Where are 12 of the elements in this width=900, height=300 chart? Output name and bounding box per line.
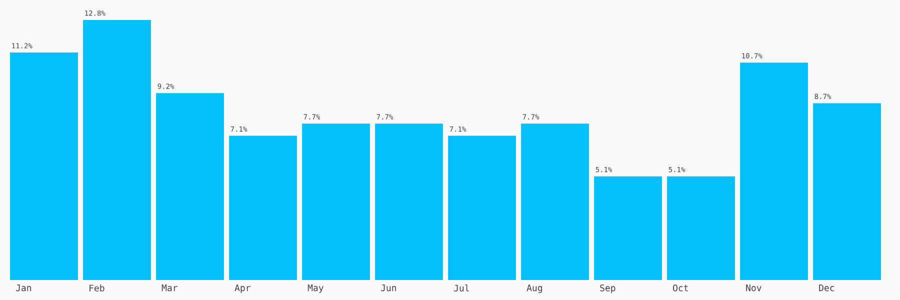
x-tick-label: Jan — [16, 284, 31, 292]
x-tick-label: Oct — [673, 284, 688, 292]
x-tick-label: Jun — [381, 284, 396, 292]
x-tick-label: Nov — [746, 284, 762, 292]
x-tick-label: Jul — [454, 284, 469, 292]
x-tick-label: Apr — [234, 284, 250, 293]
x-tick-label: Dec — [819, 284, 834, 292]
x-tick-label: Sep — [600, 284, 616, 294]
x-tick-label: Mar — [162, 284, 178, 292]
x-tick-label: Aug — [526, 284, 542, 294]
x-tick-label: Feb — [90, 284, 104, 292]
x-tick-label: May — [308, 284, 324, 293]
